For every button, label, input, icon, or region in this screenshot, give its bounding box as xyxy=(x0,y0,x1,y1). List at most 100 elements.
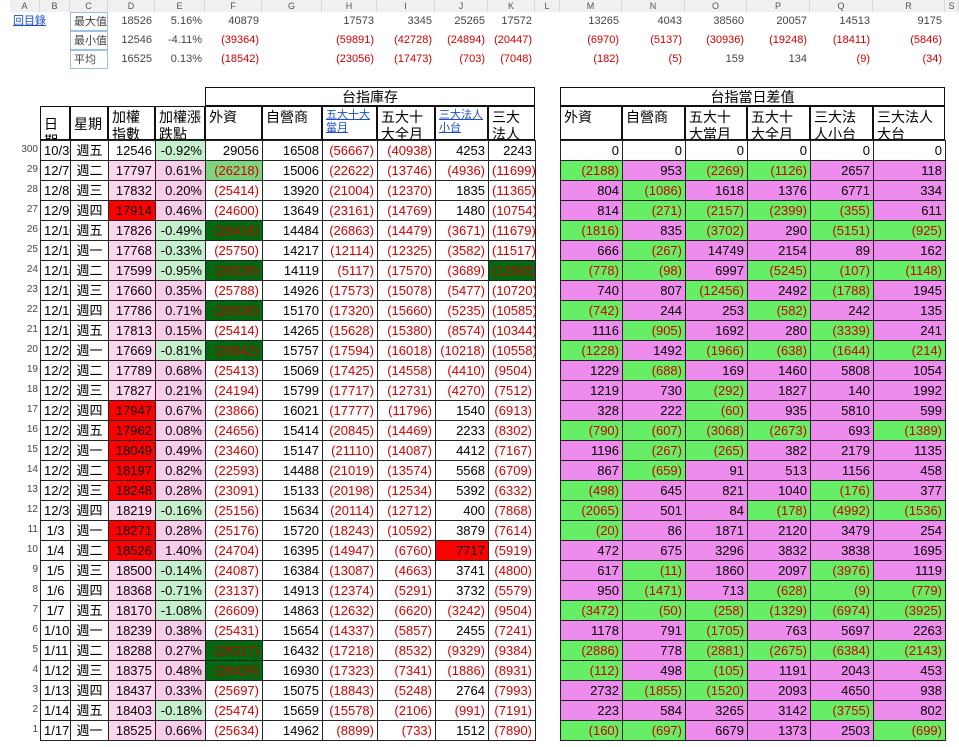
cell: 778 xyxy=(622,640,686,661)
cell: (26609) xyxy=(205,600,263,621)
cell: (2673) xyxy=(747,420,811,441)
summary-value: (42728) xyxy=(394,34,432,46)
link[interactable]: 回目錄 xyxy=(10,12,70,31)
column-header: 自營商 xyxy=(622,106,685,140)
cell: (24656) xyxy=(205,420,263,441)
cell: (5579) xyxy=(488,580,536,601)
cell: (25156) xyxy=(205,500,263,521)
cell: 週二 xyxy=(70,160,109,181)
link-text[interactable]: 回目錄 xyxy=(13,15,46,27)
cell: (2675) xyxy=(747,640,811,661)
cell: (26416) xyxy=(205,220,263,241)
summary-value: 0.13% xyxy=(170,53,202,65)
cell: (3925) xyxy=(873,600,946,621)
cell: (7890) xyxy=(488,720,536,741)
cell: 12/13 xyxy=(40,240,71,261)
summary-value: 17573 xyxy=(343,15,374,27)
cell: (9504) xyxy=(488,600,536,621)
cell: 17947 xyxy=(108,400,156,421)
cell: 498 xyxy=(622,660,686,681)
summary-value: (5846) xyxy=(910,34,942,46)
cell: 254 xyxy=(873,520,946,541)
cell: (23866) xyxy=(205,400,263,421)
cell: (355) xyxy=(810,200,874,221)
column-header: 外資 xyxy=(560,106,622,140)
group-header: 台指當日差值 xyxy=(560,87,945,106)
cell: 週四 xyxy=(70,500,109,521)
cell: (17573) xyxy=(322,280,378,301)
cell: 18368 xyxy=(108,580,156,601)
cell: 1692 xyxy=(685,320,748,341)
cell: (1536) xyxy=(873,500,946,521)
cell: (582) xyxy=(747,300,811,321)
cell: 821 xyxy=(685,480,748,501)
cell: -0.95% xyxy=(155,260,206,281)
column-header: 自營商 xyxy=(262,106,322,140)
cell: (6620) xyxy=(377,600,436,621)
cell: (4800) xyxy=(488,560,536,581)
cell: 18437 xyxy=(108,680,156,701)
summary-value: (24894) xyxy=(447,34,485,46)
cell: (8899) xyxy=(322,720,378,741)
cell: 328 xyxy=(560,400,623,421)
cell: 1116 xyxy=(560,320,623,341)
cell: 15654 xyxy=(262,620,323,641)
cell: 584 xyxy=(622,700,686,721)
cell: 0 xyxy=(810,140,874,161)
cell: (628) xyxy=(747,580,811,601)
cell: (5248) xyxy=(377,680,436,701)
cell: (26642) xyxy=(205,340,263,361)
cell: 675 xyxy=(622,540,686,561)
cell: 12546 xyxy=(108,140,156,161)
cell: (11365) xyxy=(488,180,536,201)
row-number: 25 xyxy=(26,244,38,255)
row-number: 13 xyxy=(26,484,38,495)
cell: 2243 xyxy=(488,140,536,161)
cell: 1.40% xyxy=(155,540,206,561)
cell: 0.38% xyxy=(155,620,206,641)
cell: 1480 xyxy=(435,200,489,221)
cell: -0.49% xyxy=(155,220,206,241)
cell: (733) xyxy=(377,720,436,741)
column-letter: S xyxy=(945,0,959,12)
cell: 5810 xyxy=(810,400,874,421)
cell: 935 xyxy=(747,400,811,421)
cell: (271) xyxy=(622,200,686,221)
cell: 86 xyxy=(622,520,686,541)
column-letter: B xyxy=(40,0,70,12)
column-letter: R xyxy=(873,0,945,12)
cell: (21019) xyxy=(322,460,378,481)
cell: 週一 xyxy=(70,720,109,741)
cell: 0.08% xyxy=(155,420,206,441)
cell: 14484 xyxy=(262,220,323,241)
cell: (6332) xyxy=(488,480,536,501)
cell: 1492 xyxy=(622,340,686,361)
cell: (25414) xyxy=(205,180,263,201)
cell: 6771 xyxy=(810,180,874,201)
cell: 89 xyxy=(810,240,874,261)
cell: 162 xyxy=(873,240,946,261)
cell: 953 xyxy=(622,160,686,181)
cell: 週三 xyxy=(70,180,109,201)
cell: (17570) xyxy=(377,260,436,281)
cell: 2657 xyxy=(810,160,874,181)
summary-value: (703) xyxy=(459,53,485,65)
row-number: 11 xyxy=(27,524,38,535)
cell: 2093 xyxy=(747,680,811,701)
cell: 10/30 xyxy=(40,140,71,161)
cell: 3832 xyxy=(747,540,811,561)
cell: (991) xyxy=(435,700,489,721)
cell: (258) xyxy=(685,600,748,621)
cell: (22622) xyxy=(322,160,378,181)
cell: (23091) xyxy=(205,480,263,501)
cell: (778) xyxy=(560,260,623,281)
cell: 1/7 xyxy=(40,600,71,621)
cell: 1040 xyxy=(747,480,811,501)
cell: (17717) xyxy=(322,380,378,401)
column-letter: D xyxy=(108,0,155,12)
cell: 14962 xyxy=(262,720,323,741)
cell: 15757 xyxy=(262,340,323,361)
summary-value: 25265 xyxy=(454,15,485,27)
cell: 12/21 xyxy=(40,360,71,381)
cell: (23460) xyxy=(205,440,263,461)
